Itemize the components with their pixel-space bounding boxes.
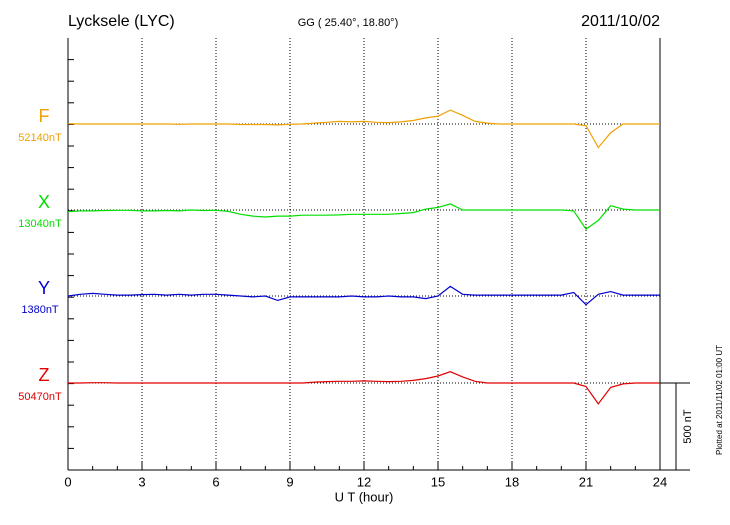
trace — [67, 203, 660, 230]
series-name: F — [39, 106, 50, 126]
chart-title: Lycksele (LYC) — [68, 13, 175, 30]
series-name: X — [38, 192, 50, 212]
x-tick-label: 12 — [357, 474, 371, 489]
x-tick-label: 15 — [431, 474, 445, 489]
series-name: Z — [39, 365, 50, 385]
footnote: Plotted at 2011/11/02 01:00 UT — [715, 345, 724, 455]
baseline-label: 52140nT — [18, 132, 62, 144]
series-name: Y — [38, 278, 50, 298]
x-tick-label: 3 — [138, 474, 145, 489]
baseline-label: 50470nT — [18, 391, 62, 403]
x-axis-label: U T (hour) — [335, 489, 394, 504]
baseline-label: 1380nT — [21, 304, 59, 316]
x-tick-label: 6 — [212, 474, 219, 489]
x-tick-label: 21 — [579, 474, 593, 489]
x-tick-label: 18 — [505, 474, 519, 489]
trace — [67, 109, 660, 149]
trace — [68, 371, 660, 405]
x-tick-label: 9 — [286, 474, 293, 489]
date: 2011/10/02 — [581, 13, 660, 30]
scale-bar-label: 500 nT — [682, 409, 694, 444]
x-tick-label: 24 — [653, 474, 667, 489]
baseline-label: 13040nT — [18, 218, 62, 230]
trace — [67, 285, 660, 306]
x-tick-label: 0 — [64, 474, 71, 489]
coordinates: GG ( 25.40°, 18.80°) — [298, 17, 399, 29]
